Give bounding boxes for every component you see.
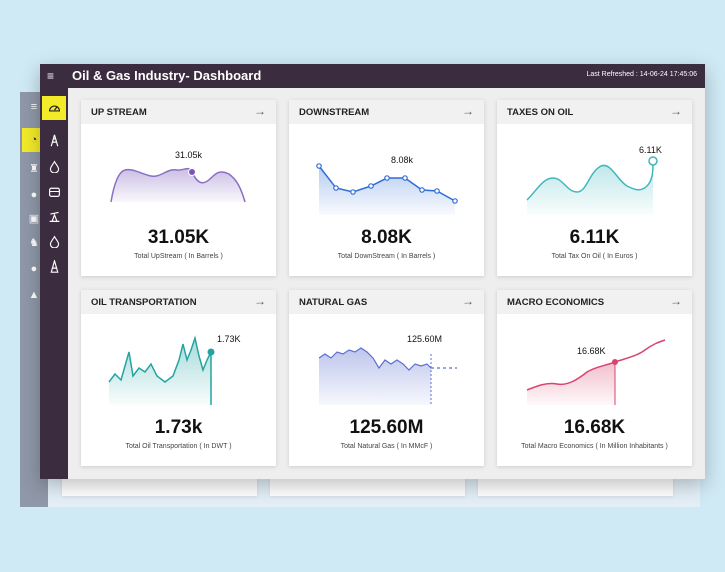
card-title: TAXES ON OIL [507,107,574,118]
card-header: NATURAL GAS → [289,290,484,314]
sidebar-item-downstream[interactable] [46,158,62,174]
oil-rig-icon: ♜ [29,163,39,175]
upstream-area [111,168,245,202]
card-header: UP STREAM → [81,100,276,124]
oil-rig-icon [50,134,58,146]
natural-gas-chart-label: 125.60M [407,334,442,344]
arrow-right-icon[interactable]: → [462,294,474,308]
oil-tank-icon [48,187,60,197]
card-header: OIL TRANSPORTATION → [81,290,276,314]
pump-jack-icon: ♞ [29,237,39,249]
upstream-subtitle: Total UpStream ( In Barrels ) [134,253,223,260]
page-title: Oil & Gas Industry- Dashboard [72,68,262,83]
transport-chart-label: 1.73K [217,334,241,344]
transport-area [109,338,211,405]
arrow-right-icon[interactable]: → [254,104,266,118]
sidebar-item-macro[interactable] [46,258,62,274]
natural-gas-area [319,348,431,405]
arrow-right-icon[interactable]: → [462,104,474,118]
card-macro-economics[interactable]: MACRO ECONOMICS → 16.68K 16.68K Total Ma… [497,290,692,466]
arrow-right-icon[interactable]: → [254,294,266,308]
taxes-value: 6.11K [569,227,620,248]
background-card [270,476,465,496]
card-natural-gas[interactable]: NATURAL GAS → 125.60M 125.60M Total Natu… [289,290,484,466]
transport-line [108,335,212,383]
card-taxes-on-oil[interactable]: TAXES ON OIL → 6.11K 6.11K Total Tax On … [497,100,692,276]
oil-transportation-chart: 1.73K [108,334,241,405]
sidebar-item-upstream[interactable] [46,132,62,148]
card-title: UP STREAM [91,107,147,118]
card-header: MACRO ECONOMICS → [497,290,692,314]
taxes-area [527,162,653,215]
transport-value: 1.73k [154,417,203,438]
natural-gas-subtitle: Total Natural Gas ( In MMcF ) [340,443,433,450]
dashboard-window: ≡ Oil & Gas Industry- Dashboard Last Ref… [40,64,705,479]
sidebar-item-taxes[interactable] [46,183,62,199]
card-title: NATURAL GAS [299,297,368,308]
background-card [478,476,673,496]
oil-tank-icon: ▣ [28,213,40,225]
sidebar-item-natural-gas[interactable] [46,233,62,249]
card-header: DOWNSTREAM → [289,100,484,124]
macro-marker [612,359,618,365]
downstream-chart-label: 8.08k [391,155,414,165]
card-title: DOWNSTREAM [299,107,370,118]
upstream-marker [188,168,196,176]
menu-icon: ≡ [30,101,38,113]
top-bar: ≡ Oil & Gas Industry- Dashboard Last Ref… [40,64,705,88]
pump-jack-icon [49,211,59,222]
downstream-value: 8.08K [361,227,412,248]
card-oil-transportation[interactable]: OIL TRANSPORTATION → 1.73K 1.73k Total O… [81,290,276,466]
arrow-right-icon[interactable]: → [670,104,682,118]
upstream-chart-label: 31.05k [175,150,203,160]
macro-area [527,362,615,405]
downstream-chart: 8.08k [316,155,458,215]
downstream-area [319,166,455,215]
sidebar-item-transportation[interactable] [46,208,62,224]
card-downstream[interactable]: DOWNSTREAM → 8.08k 8.08K Total DownStrea… [289,100,484,276]
downstream-subtitle: Total DownStream ( In Barrels ) [337,253,436,260]
transport-subtitle: Total Oil Transportation ( In DWT ) [125,443,232,450]
oil-drop-icon [49,160,59,173]
last-refreshed: Last Refreshed : 14-06-24 17:45:06 [586,71,697,78]
transport-marker [207,348,215,356]
sidebar-item-dashboard[interactable] [42,96,66,120]
menu-icon[interactable]: ≡ [47,69,55,83]
upstream-chart: 31.05k [110,150,246,203]
card-title: MACRO ECONOMICS [507,297,605,308]
macro-chart-label: 16.68K [577,346,606,356]
oil-drop-icon: ● [30,263,38,275]
taxes-marker [648,156,658,166]
natural-gas-chart: 125.60M [318,334,457,405]
taxes-chart: 6.11K [526,145,662,215]
downstream-points [316,163,458,204]
background-card [62,476,257,496]
taxes-line [526,161,654,201]
tower-icon: ▲ [28,289,40,301]
macro-value: 16.68K [563,417,626,438]
macro-economics-chart: 16.68K [526,339,666,405]
macro-subtitle: Total Macro Economics ( In Million Inhab… [521,443,668,450]
arrow-right-icon[interactable]: → [670,294,682,308]
oil-drop-icon: ● [30,189,38,201]
card-upstream[interactable]: UP STREAM → 31.05k 31.05K Total UpStream… [81,100,276,276]
upstream-value: 31.05K [147,227,210,248]
card-header: TAXES ON OIL → [497,100,692,124]
natural-gas-line [318,347,432,371]
upstream-line [110,167,246,203]
taxes-chart-label: 6.11K [639,145,662,155]
tower-icon [49,259,59,273]
macro-line [526,339,666,391]
natural-gas-value: 125.60M [349,417,424,438]
gauge-icon [48,105,60,112]
taxes-subtitle: Total Tax On Oil ( In Euros ) [551,253,638,260]
card-title: OIL TRANSPORTATION [91,297,197,308]
oil-drop-icon [49,235,59,248]
sidebar [40,88,68,479]
